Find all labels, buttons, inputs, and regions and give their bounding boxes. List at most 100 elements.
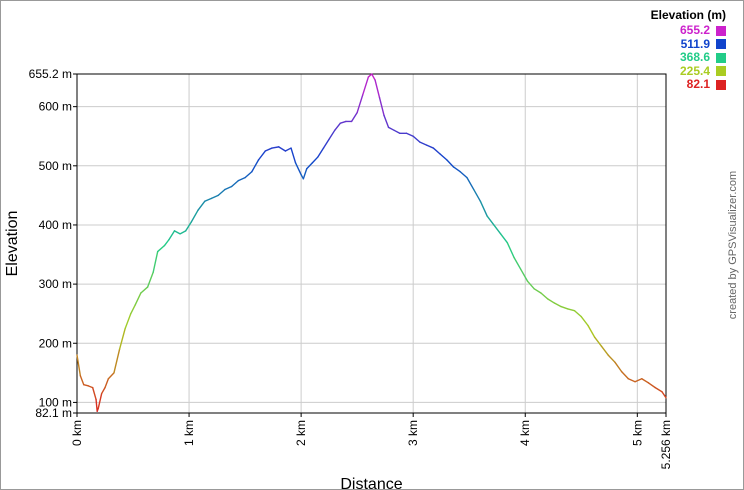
elevation-segment: [140, 286, 149, 294]
elevation-segment: [350, 111, 358, 123]
elevation-segment: [486, 215, 495, 226]
legend-entry: 82.1: [651, 77, 726, 92]
legend-entry: 511.9: [651, 36, 726, 52]
elevation-segment: [271, 146, 280, 149]
legend-entry-label: 655.2: [679, 23, 710, 37]
elevation-segment: [627, 378, 636, 383]
elevation-segment: [607, 354, 616, 363]
x-tick-label: 5 km: [630, 420, 644, 446]
elevation-segment: [97, 392, 103, 410]
legend: Elevation (m) 655.2 511.9 368.6 225.4 82.1: [651, 8, 726, 92]
elevation-segment: [163, 239, 170, 247]
elevation-segment: [317, 147, 325, 158]
elevation-segment: [362, 76, 370, 96]
elevation-segment: [328, 129, 336, 140]
elevation-segment: [546, 298, 556, 304]
elevation-segment: [244, 171, 253, 179]
elevation-segment: [334, 122, 342, 132]
elevation-segment: [479, 200, 488, 217]
x-axis-ticks: 0 km 1 km 2 km 3 km 4 km 5 km 5.256 km: [70, 413, 673, 469]
elevation-segment: [553, 302, 562, 308]
elevation-segment: [432, 147, 441, 155]
elevation-segment: [439, 153, 448, 161]
elevation-segment: [452, 166, 461, 173]
elevation-segment: [600, 345, 609, 356]
elevation-segment: [654, 386, 663, 393]
elevation-segment: [587, 324, 596, 339]
elevation-segment: [374, 79, 381, 99]
y-tick-label: 200 m: [39, 336, 72, 350]
elevation-segment: [294, 162, 302, 176]
elevation-segment: [405, 132, 414, 137]
elevation-segment: [76, 354, 82, 377]
elevation-segment: [506, 242, 515, 259]
elevation-segment: [446, 159, 455, 168]
elevation-segment: [614, 361, 623, 373]
elevation-segment: [190, 209, 199, 223]
elevation-segment: [217, 188, 226, 197]
x-axis-label: Distance: [340, 476, 402, 490]
elevation-segment: [594, 336, 603, 347]
elevation-segment: [412, 135, 421, 143]
elevation-segment: [118, 327, 126, 350]
elevation-segment: [661, 391, 667, 399]
elevation-segment: [306, 162, 314, 170]
elevation-segment: [134, 292, 142, 306]
elevation-segment: [466, 176, 475, 191]
legend-swatch: [716, 66, 726, 77]
elevation-segment: [371, 73, 376, 81]
legend-entry-label: 511.9: [680, 36, 710, 51]
x-tick-label: 1 km: [182, 420, 196, 446]
elevation-segment: [251, 159, 260, 173]
legend-entry-label: 82.1: [686, 77, 710, 91]
elevation-segment: [387, 126, 395, 132]
legend-entry-label: 368.6: [679, 50, 710, 64]
elevation-segment: [311, 156, 319, 164]
elevation-segment: [107, 372, 115, 380]
elevation-segment: [378, 97, 385, 117]
x-tick-label: 3 km: [406, 420, 420, 446]
elevation-segment: [641, 378, 650, 384]
elevation-segment: [124, 312, 132, 330]
elevation-segment: [499, 233, 509, 244]
elevation-segment: [419, 141, 428, 146]
elevation-line: [76, 73, 667, 412]
elevation-segment: [197, 200, 206, 211]
legend-swatch: [716, 79, 726, 90]
legend-entry-label: 225.4: [679, 63, 710, 78]
legend-swatch: [716, 52, 726, 63]
elevation-segment: [526, 280, 535, 290]
elevation-segment: [152, 250, 159, 273]
elevation-segment: [473, 188, 482, 202]
elevation-segment: [393, 129, 401, 134]
elevation-segment: [302, 168, 308, 180]
elevation-segment: [257, 150, 266, 161]
y-tick-label: 655.2 m: [29, 67, 72, 81]
elevation-segment: [113, 348, 121, 374]
elevation-segment: [290, 147, 297, 164]
legend-entries: 655.2 511.9 368.6 225.4 82.1: [651, 23, 726, 92]
elevation-segment: [87, 385, 94, 389]
elevation-segment: [104, 378, 110, 389]
elevation-segment: [185, 221, 193, 232]
y-tick-label: 82.1 m: [35, 406, 72, 420]
elevation-segment: [100, 386, 106, 395]
y-tick-label: 100 m: [39, 395, 72, 409]
elevation-segment: [540, 292, 549, 300]
elevation-segment: [95, 398, 98, 412]
legend-swatch: [716, 25, 726, 36]
grid: [77, 74, 666, 413]
legend-entry: 225.4: [651, 63, 726, 79]
elevation-segment: [204, 197, 213, 202]
elevation-segment: [580, 315, 589, 327]
elevation-segment: [210, 194, 219, 200]
y-tick-label: 600 m: [39, 100, 72, 114]
elevation-segment: [533, 288, 542, 294]
elevation-segment: [367, 73, 373, 78]
elevation-segment: [513, 256, 522, 271]
elevation-segment: [179, 230, 187, 235]
legend-swatch: [716, 39, 726, 50]
elevation-segment: [79, 375, 85, 386]
elevation-segment: [224, 185, 233, 191]
